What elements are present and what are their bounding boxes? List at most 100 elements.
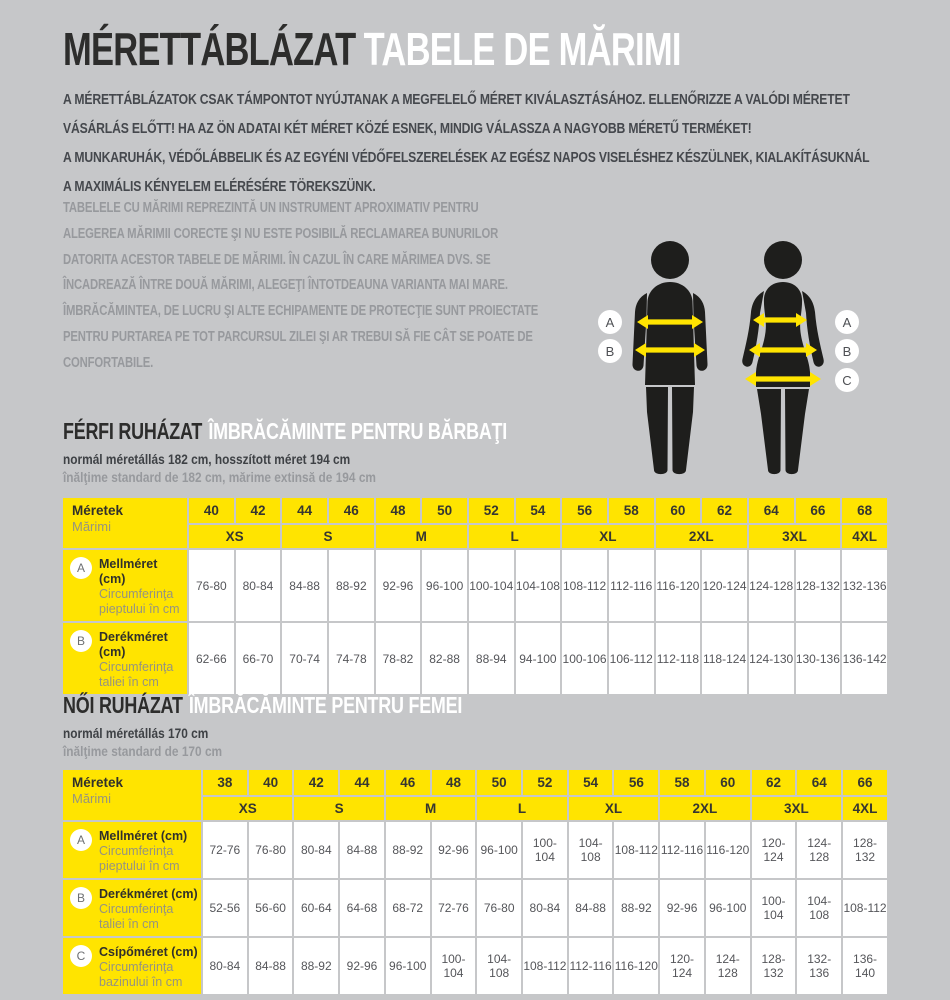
female-right-arm [802,291,824,367]
value-cell: 92-96 [340,938,384,994]
size-number-cell: 50 [422,498,467,523]
value-cell: 104-108 [568,822,613,878]
male-left-leg [646,387,668,475]
value-cell: 120-124 [751,822,796,878]
row-letter-badge: A [70,829,92,851]
value-cell: 76-80 [477,880,522,936]
value-cell: 130-136 [795,623,841,694]
male-right-leg [672,387,694,475]
row-label-ro: Circumferinţa taliei în cm [99,902,174,931]
size-number-cell: 56 [562,498,607,523]
size-group-cell: L [477,797,567,820]
value-cell: 80-84 [294,822,339,878]
value-cell: 100-104 [523,822,567,878]
female-torso [756,282,810,387]
value-cell: 74-78 [328,623,374,694]
value-cell: 112-118 [655,623,701,694]
female-chest-arrow-icon [753,313,807,327]
value-cell: 124-128 [748,550,794,621]
measurement-row-label: A Mellméret (cm) Circumferinţa pieptului î… [63,822,201,878]
size-number-cell: 60 [655,498,701,523]
row-label-ro: Circumferinţa pieptului în cm [99,844,180,873]
figure-label-a-left: A [598,310,622,334]
size-number-cell: 66 [843,770,887,795]
size-number-cell: 68 [842,498,887,523]
men-table-mount: Méretek Mărimi 40 42 44 46 48 50 52 54 56 58 60 62 64 6… [61,496,889,696]
value-cell: 136-142 [842,623,887,694]
value-cell: 96-100 [477,822,522,878]
value-cell: 70-74 [282,623,327,694]
value-cell: 108-112 [523,938,567,994]
row-letter-badge: C [70,945,92,967]
value-cell: 116-120 [705,822,750,878]
size-group-cell: L [468,525,561,548]
size-number-cell: 50 [477,770,522,795]
value-cell: 132-136 [797,938,842,994]
value-cell: 72-76 [203,822,247,878]
value-cell: 84-88 [568,880,613,936]
measurement-row-label: B Derékméret (cm) Circumferinţa taliei în … [63,880,201,936]
size-number-cell: 62 [751,770,796,795]
women-note-hu: normál méretállás 170 cm [63,726,209,741]
row-label-hu: Derékméret (cm) [99,887,198,901]
value-cell: 92-96 [431,822,476,878]
size-group-cell: M [375,525,467,548]
intro-paragraph-ro: TABELELE CU MĂRIMI REPREZINTĂ UN INSTRUM… [63,200,539,371]
value-cell: 100-104 [468,550,514,621]
male-left-arm [632,293,647,371]
row-letter-badge: B [70,630,92,652]
table-corner-label: Méretek Mărimi [63,770,201,820]
value-cell: 104-108 [515,550,561,621]
value-cell: 94-100 [515,623,561,694]
size-number-cell: 48 [375,498,421,523]
row-letter-badge: A [70,557,92,579]
male-right-arm [693,293,708,371]
value-cell: 118-124 [702,623,747,694]
size-number-cell: 64 [797,770,842,795]
men-size-table: Méretek Mărimi 40 42 44 46 48 50 52 54 56 58 60 62 64 6… [61,496,889,696]
female-silhouette-icon [742,241,824,475]
male-torso [645,282,695,385]
value-cell: 66-70 [235,623,281,694]
size-number-cell: 58 [608,498,654,523]
value-cell: 124-128 [797,822,842,878]
size-number-cell: 52 [468,498,514,523]
value-cell: 96-100 [705,880,750,936]
size-number-cell: 42 [294,770,339,795]
page-title: MÉRETTÁBLÁZAT TABELE DE MĂRIMI [63,22,681,76]
size-number-cell: 58 [660,770,704,795]
size-number-cell: 40 [248,770,293,795]
row-label-hu: Mellméret (cm) [99,557,158,586]
size-number-cell: 60 [705,770,750,795]
size-group-cell: XS [189,525,281,548]
page-title-ro: TABELE DE MĂRIMI [363,23,682,75]
men-note-hu: normál méretállás 182 cm, hosszított mér… [63,452,351,467]
value-cell: 52-56 [203,880,247,936]
female-left-arm [742,291,764,367]
size-number-cell: 44 [282,498,327,523]
value-cell: 108-112 [562,550,607,621]
value-cell: 124-130 [748,623,794,694]
value-cell: 56-60 [248,880,293,936]
value-cell: 78-82 [375,623,421,694]
size-number-cell: 52 [523,770,567,795]
value-cell: 92-96 [375,550,421,621]
size-number-cell: 38 [203,770,247,795]
row-label-hu: Derékméret (cm) [99,630,168,659]
value-cell: 60-64 [294,880,339,936]
size-number-cell: 64 [748,498,794,523]
row-label-hu: Csípőméret (cm) [99,945,198,959]
row-label-ro: Circumferinţa bazinului în cm [99,960,183,989]
value-cell: 112-116 [568,938,613,994]
value-cell: 124-128 [705,938,750,994]
men-note-ro: înălţime standard de 182 cm, mărime exti… [63,470,376,485]
men-section-heading: FÉRFI RUHÁZAT ÎMBRĂCĂMINTE PENTRU BĂRBAŢI [63,418,507,445]
row-letter-badge: B [70,887,92,909]
value-cell: 88-92 [614,880,659,936]
measurement-row-label: C Csípőméret (cm) Circumferinţa bazinului … [63,938,201,994]
women-heading-hu: NŐI RUHÁZAT [63,692,183,718]
value-cell: 112-116 [608,550,654,621]
size-group-cell: S [282,525,374,548]
corner-label-hu: Méretek [72,503,124,518]
